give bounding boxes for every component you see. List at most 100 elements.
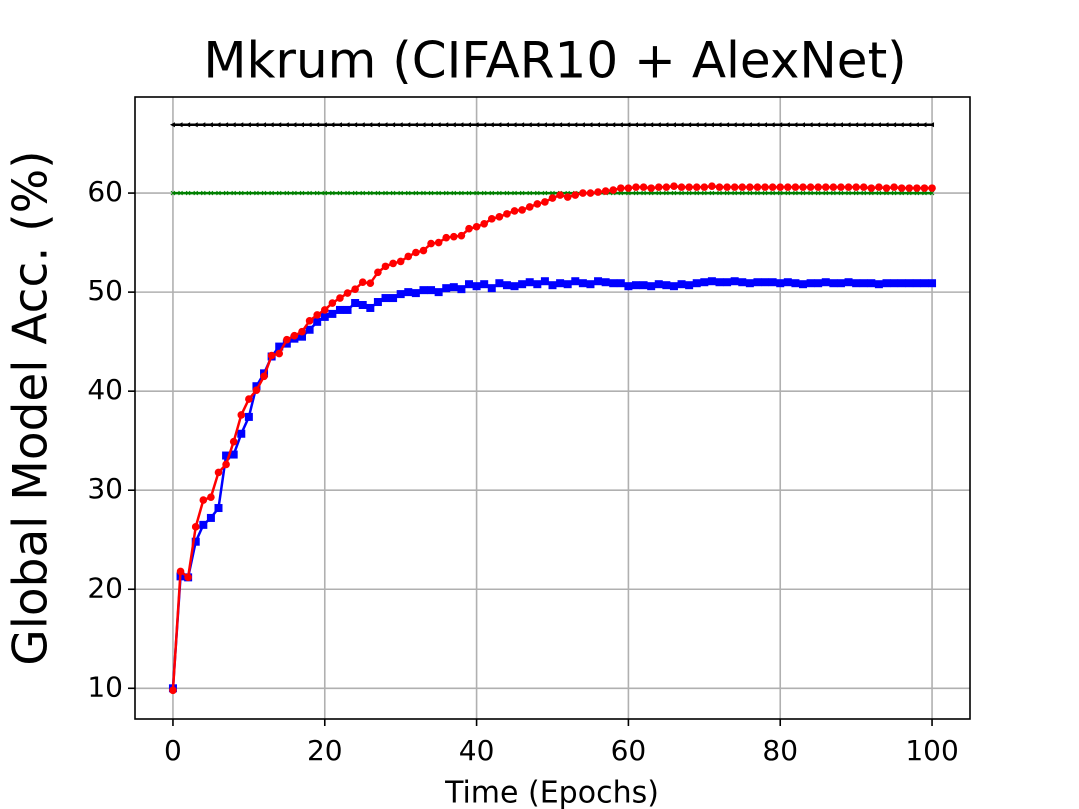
marker: [299, 190, 305, 196]
marker: [571, 191, 580, 199]
marker: [214, 504, 223, 513]
marker: [701, 122, 707, 128]
marker: [176, 567, 185, 576]
marker: [648, 190, 654, 196]
marker: [344, 122, 350, 128]
marker: [693, 122, 699, 128]
marker: [906, 190, 912, 196]
marker: [823, 190, 829, 196]
marker: [563, 193, 572, 201]
marker: [170, 190, 176, 196]
marker: [396, 290, 405, 299]
marker: [715, 183, 724, 191]
marker: [503, 122, 509, 128]
marker: [549, 122, 555, 128]
marker: [314, 122, 320, 128]
marker: [412, 248, 420, 257]
marker: [579, 122, 585, 128]
marker: [428, 190, 434, 196]
marker: [223, 190, 229, 196]
marker: [928, 184, 936, 192]
marker: [336, 122, 342, 128]
marker: [594, 188, 602, 196]
marker: [481, 190, 487, 196]
marker: [436, 190, 441, 196]
marker: [525, 203, 534, 211]
marker: [563, 280, 572, 289]
marker: [366, 279, 375, 288]
series: [168, 277, 937, 693]
marker: [859, 183, 868, 191]
marker: [503, 210, 511, 218]
marker: [427, 239, 435, 248]
marker: [762, 122, 768, 128]
marker: [601, 278, 610, 287]
marker: [328, 309, 337, 318]
marker: [853, 122, 859, 128]
marker: [284, 190, 290, 196]
marker: [632, 281, 640, 290]
marker: [799, 280, 807, 289]
marker: [625, 122, 631, 128]
marker: [912, 279, 921, 288]
marker: [238, 122, 244, 128]
marker: [366, 303, 375, 312]
marker: [207, 122, 213, 128]
marker: [519, 122, 525, 128]
marker: [352, 122, 358, 128]
marker: [868, 122, 874, 128]
marker: [655, 122, 661, 128]
marker: [435, 122, 441, 128]
marker: [275, 349, 284, 358]
marker: [540, 277, 549, 286]
marker: [261, 190, 267, 196]
marker: [412, 122, 418, 128]
marker: [487, 284, 496, 293]
marker: [466, 190, 472, 196]
marker: [897, 279, 906, 288]
y-tick-label: 30: [87, 472, 123, 505]
marker: [633, 122, 638, 128]
marker: [222, 460, 230, 469]
marker: [375, 190, 381, 196]
marker: [853, 190, 859, 196]
marker: [922, 190, 927, 196]
marker: [222, 451, 231, 460]
marker: [587, 122, 593, 128]
marker: [405, 122, 411, 128]
marker: [761, 183, 769, 191]
marker: [906, 122, 912, 128]
marker: [654, 183, 663, 191]
marker: [753, 278, 762, 287]
marker: [678, 122, 684, 128]
marker: [336, 294, 344, 302]
marker: [550, 190, 555, 196]
marker: [282, 339, 291, 348]
marker: [785, 190, 791, 196]
marker: [761, 278, 770, 287]
marker: [527, 190, 533, 196]
marker: [928, 279, 937, 288]
marker: [770, 190, 775, 196]
marker: [890, 279, 899, 288]
marker: [510, 207, 519, 215]
marker: [617, 184, 625, 192]
marker: [793, 190, 798, 196]
marker: [662, 183, 671, 191]
marker: [335, 305, 344, 314]
x-axis-label: Time (Epochs): [444, 776, 659, 809]
y-tick-label: 10: [87, 670, 123, 703]
marker: [169, 686, 177, 695]
marker: [746, 183, 754, 191]
marker: [701, 190, 707, 196]
marker: [905, 279, 914, 288]
marker: [548, 194, 557, 202]
marker: [679, 190, 684, 196]
marker: [838, 190, 844, 196]
marker: [487, 215, 496, 223]
marker: [602, 122, 608, 128]
marker: [694, 190, 700, 196]
marker: [746, 122, 752, 128]
marker: [283, 335, 291, 344]
marker: [358, 278, 367, 287]
